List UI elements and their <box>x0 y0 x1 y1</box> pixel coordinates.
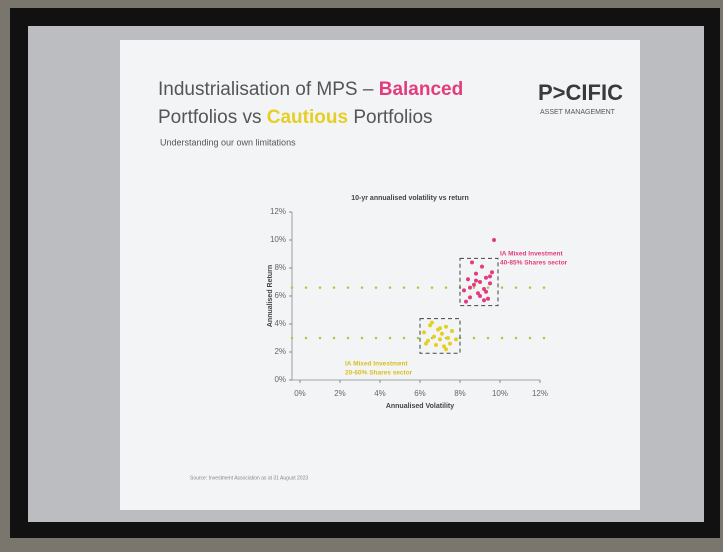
point <box>488 274 492 278</box>
annotation: IA Mixed Investment <box>345 361 408 368</box>
point <box>478 280 482 284</box>
point <box>468 286 472 290</box>
y-tick-label: 6% <box>274 291 286 300</box>
annotation: 40-85% Shares sector <box>500 260 568 267</box>
point <box>478 294 482 298</box>
photo: Industrialisation of MPS – Balanced Port… <box>0 0 723 552</box>
slide-title: Industrialisation of MPS – Balanced <box>158 79 463 100</box>
point <box>440 332 444 336</box>
title-part: Industrialisation of MPS – <box>158 79 379 100</box>
page: Industrialisation of MPS – Balanced Port… <box>0 0 723 552</box>
point <box>474 279 478 283</box>
point <box>466 277 470 281</box>
y-tick-label: 10% <box>270 235 286 244</box>
point <box>480 265 484 269</box>
footnote: Source: Investment Association as at 31 … <box>190 475 308 481</box>
point <box>488 281 492 285</box>
title-part: Portfolios vs <box>158 107 267 128</box>
slide-title: Portfolios vs Cautious Portfolios <box>158 107 433 128</box>
point <box>424 342 428 346</box>
point <box>430 321 434 325</box>
point <box>464 300 468 304</box>
y-tick-label: 8% <box>274 263 286 272</box>
point <box>438 337 442 341</box>
x-axis-label: Annualised Volatility <box>386 403 454 410</box>
point <box>434 343 438 347</box>
annotation: IA Mixed Investment <box>500 251 563 258</box>
title-part: Cautious <box>267 107 348 128</box>
y-tick-label: 4% <box>274 319 286 328</box>
point <box>448 342 452 346</box>
x-tick-label: 4% <box>374 389 386 398</box>
x-tick-label: 12% <box>532 389 548 398</box>
title-part: Portfolios <box>348 107 432 128</box>
y-tick-label: 0% <box>274 375 286 384</box>
point <box>484 290 488 294</box>
point <box>454 337 458 341</box>
point <box>432 335 436 339</box>
point <box>462 288 466 292</box>
logo: P>CIFIC <box>538 80 623 105</box>
x-tick-label: 8% <box>454 389 466 398</box>
point <box>486 297 490 301</box>
y-tick-label: 2% <box>274 347 286 356</box>
point <box>472 283 476 287</box>
point <box>450 329 454 333</box>
point <box>470 260 474 264</box>
y-tick-label: 12% <box>270 207 286 216</box>
point <box>492 238 496 242</box>
point <box>438 326 442 330</box>
point <box>446 336 450 340</box>
logo-subtitle: ASSET MANAGEMENT <box>540 109 616 116</box>
point <box>484 276 488 280</box>
slide-subtitle: Understanding our own limitations <box>160 137 296 147</box>
chart-title: 10-yr annualised volatility vs return <box>351 195 469 202</box>
point <box>444 347 448 351</box>
point <box>474 272 478 276</box>
x-tick-label: 2% <box>334 389 346 398</box>
x-tick-label: 0% <box>294 389 306 398</box>
y-axis-label: Annualised Return <box>267 265 274 327</box>
x-tick-label: 10% <box>492 389 508 398</box>
x-tick-label: 6% <box>414 389 426 398</box>
point <box>422 330 426 334</box>
annotation: 20-60% Shares sector <box>345 370 413 377</box>
point <box>444 325 448 329</box>
point <box>482 298 486 302</box>
point <box>468 295 472 299</box>
title-part: Balanced <box>379 79 463 100</box>
point <box>490 270 494 274</box>
